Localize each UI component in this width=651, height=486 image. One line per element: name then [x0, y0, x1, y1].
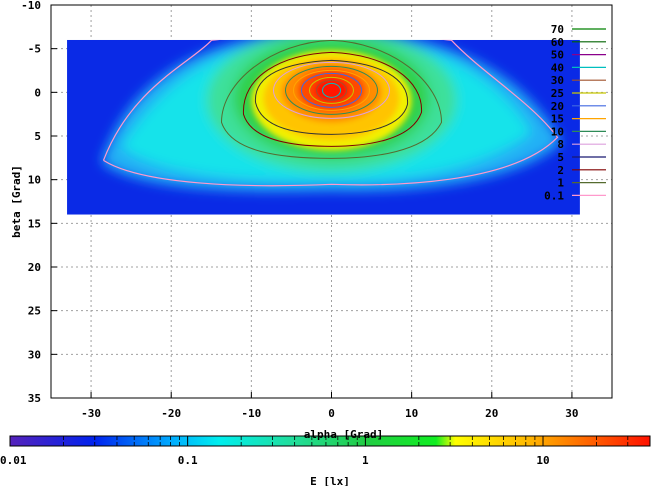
colorbar-tick-label: 0.01	[0, 454, 27, 467]
legend-level-label: 0.1	[544, 189, 564, 202]
x-tick-label: -30	[81, 407, 101, 420]
contour-lines	[102, 39, 559, 187]
legend-level-label: 10	[551, 125, 564, 138]
legend-level-label: 15	[551, 113, 564, 126]
x-axis-label: alpha [Grad]	[304, 428, 383, 441]
x-tick-label: 0	[328, 407, 335, 420]
heatmap-area	[67, 39, 580, 215]
legend-level-label: 1	[557, 177, 564, 190]
legend-level-label: 30	[551, 74, 564, 87]
contour-5	[254, 59, 409, 135]
contour-inner-2	[293, 69, 370, 111]
x-tick-label: -10	[241, 407, 261, 420]
y-tick-label: 25	[28, 305, 41, 318]
x-tick-label: -20	[161, 407, 181, 420]
colorbar-tick-label: 0.1	[178, 454, 198, 467]
contour-inner-4	[309, 76, 354, 104]
y-tick-label: 10	[28, 174, 41, 187]
legend-level-label: 8	[557, 138, 564, 151]
contour-0.1	[102, 39, 559, 187]
y-tick-label: -10	[21, 0, 41, 12]
legend-level-label: 40	[551, 61, 564, 74]
legend-level-label: 5	[557, 151, 564, 164]
legend-level-label: 60	[551, 36, 564, 49]
legend-level-label: 50	[551, 49, 564, 62]
x-tick-label: 20	[485, 407, 498, 420]
legend-level-label: 25	[551, 87, 564, 100]
heat-band-red	[313, 77, 350, 104]
contour-inner-6	[322, 82, 341, 98]
legend-level-label: 20	[551, 100, 564, 113]
y-tick-label: 5	[34, 130, 41, 143]
contour-inner-3	[301, 72, 362, 108]
y-tick-label: 35	[28, 392, 41, 405]
x-tick-label: 10	[405, 407, 418, 420]
legend-level-label: 2	[557, 164, 564, 177]
y-tick-label: 30	[28, 348, 41, 361]
y-tick-label: -5	[28, 43, 41, 56]
colorbar-tick-label: 1	[362, 454, 369, 467]
x-tick-label: 30	[565, 407, 578, 420]
contour-inner-5	[316, 79, 347, 101]
legend-level-label: 70	[551, 23, 564, 36]
contour-inner-0	[273, 61, 390, 119]
colorbar-label: E [lx]	[310, 475, 350, 486]
contour-2	[242, 51, 423, 147]
heat-core	[251, 50, 412, 151]
y-axis-label: beta [Grad]	[10, 165, 23, 238]
contour-inner-1	[285, 65, 378, 115]
colorbar: 0.01 0.1 1 10	[0, 435, 651, 467]
contour-1	[220, 39, 443, 159]
colorbar-tick-label: 10	[536, 454, 549, 467]
y-tick-label: 15	[28, 217, 41, 230]
y-tick-label: 0	[34, 86, 41, 99]
y-tick-label: 20	[28, 261, 41, 274]
